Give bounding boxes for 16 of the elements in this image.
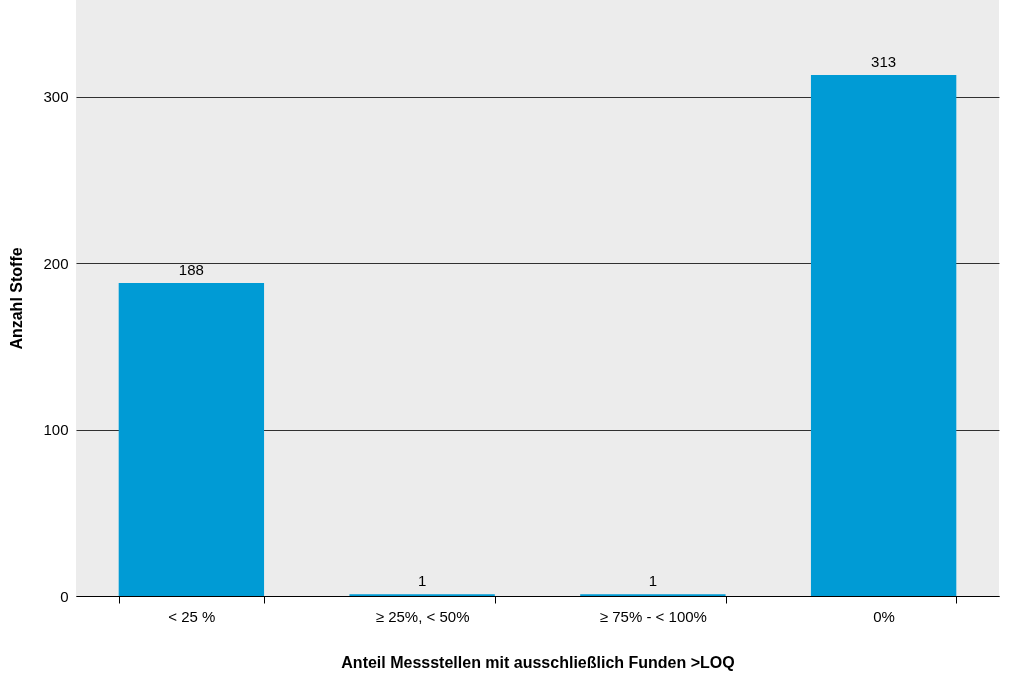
y-axis-title: Anzahl Stoffe	[8, 247, 26, 350]
x-tick-label: 0%	[873, 607, 895, 625]
x-tick-label: < 25 %	[168, 607, 216, 625]
data-label: 1	[648, 572, 658, 590]
y-tick-label: 200	[43, 254, 69, 272]
bar	[810, 74, 957, 596]
y-tick-label: 0	[60, 587, 69, 605]
x-tick-label: ≥ 75% - < 100%	[599, 607, 707, 625]
y-tick-label: 100	[43, 421, 69, 439]
x-axis-title: Anteil Messstellen mit ausschließlich Funden >LOQ	[341, 653, 735, 671]
y-tick-label: 300	[43, 88, 69, 106]
data-label: 1	[417, 572, 427, 590]
data-label: 188	[178, 261, 204, 279]
data-label: 313	[871, 52, 897, 70]
x-tick-label: ≥ 25%, < 50%	[375, 607, 470, 625]
bar	[118, 283, 265, 596]
